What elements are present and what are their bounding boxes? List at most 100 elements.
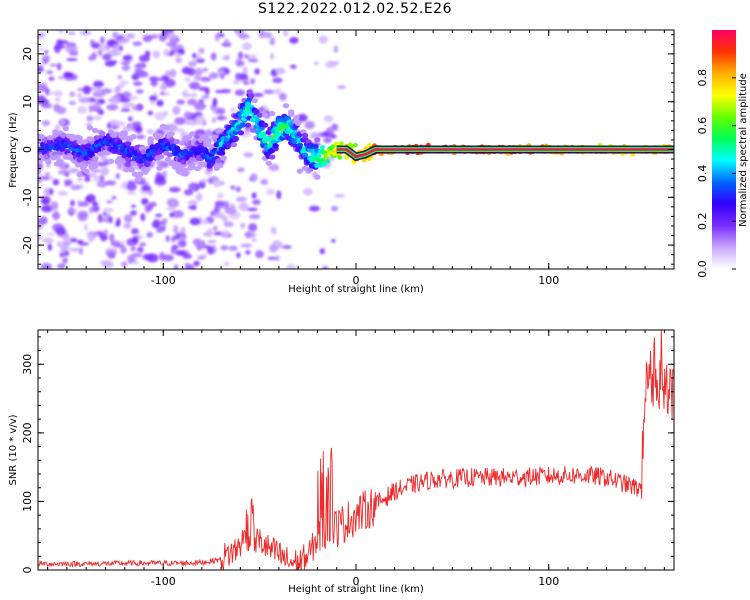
heatmap-ridge-cell [269,154,276,160]
heatmap-noise-cell [128,95,138,100]
heatmap-noise-cell [83,223,88,232]
heatmap-noise-cell [210,52,217,61]
heatmap-noise-cell [169,186,181,193]
heatmap-noise-cell [314,61,319,65]
heatmap-noise-cell [116,39,128,44]
heatmap-noise-cell [174,53,182,58]
heatmap-noise-cell [48,76,55,81]
heatmap-noise-cell [100,36,105,45]
heatmap-noise-cell [212,97,218,107]
heatmap-noise-cell [65,44,78,53]
heatmap-noise-cell [236,61,245,66]
heatmap-noise-cell [283,30,289,37]
heatmap-noise-cell [106,39,116,46]
heatmap-noise-cell [66,58,78,62]
heatmap-noise-cell [121,261,128,267]
heatmap-noise-cell [214,200,225,207]
heatmap-noise-cell [55,227,67,236]
heatmap-noise-cell [64,179,73,186]
heatmap-noise-cell [132,81,143,86]
heatmap-noise-cell [229,203,236,211]
heatmap-noise-cell [127,116,133,122]
heatmap-ridge-cell [164,156,172,163]
heatmap-noise-cell [186,67,196,76]
heatmap-noise-cell [49,63,57,67]
heatmap-noise-cell [150,80,158,87]
heatmap-noise-cell [120,246,127,254]
heatmap-ridge-cell [130,134,137,140]
heatmap-noise-cell [131,121,142,127]
heatmap-noise-cell [46,232,56,236]
heatmap-noise-cell [50,201,59,211]
heatmap-noise-cell [248,177,254,182]
heatmap-noise-cell [76,93,82,97]
heatmap-noise-cell [63,250,70,257]
heatmap-noise-cell [230,107,236,113]
heatmap-ridge-cell [288,109,295,115]
heatmap-noise-cell [302,188,313,196]
y-tick-label: 200 [21,422,34,443]
heatmap-noise-cell [275,67,286,75]
heatmap-noise-cell [148,188,154,196]
heatmap-noise-cell [140,213,146,222]
heatmap-noise-cell [88,104,93,113]
heatmap-noise-cell [251,192,257,199]
heatmap-noise-cell [40,103,53,109]
heatmap-noise-cell [278,92,287,101]
heatmap-ridge-cell [81,139,89,145]
heatmap-noise-cell [93,176,101,182]
colorbar: 0.0 0.2 0.4 0.6 0.8 Normalized spectral ampl… [696,30,749,278]
heatmap-noise-cell [152,50,160,59]
heatmap-ridge-cell [147,140,154,146]
heatmap-ridge-cell [38,158,43,164]
heatmap-noise-cell [121,64,131,71]
heatmap-ridge-cell [316,152,322,157]
heatmap-ridge-cell [119,158,127,164]
heatmap-noise-cell [217,192,224,199]
heatmap-noise-cell [178,240,187,248]
heatmap-noise-cell [175,57,183,64]
heatmap-noise-cell [153,221,165,225]
heatmap-noise-cell [326,126,339,132]
heatmap-noise-cell [331,238,336,243]
heatmap-ridge-cell [166,152,173,158]
heatmap-noise-cell [228,245,238,251]
heatmap-ridge-cell [38,133,45,140]
heatmap-noise-cell [79,30,92,36]
heatmap-noise-cell [54,98,61,102]
colorbar-label: Normalized spectral amplitude [738,73,749,227]
heatmap-noise-cell [159,91,166,96]
heatmap-noise-cell [202,67,209,72]
heatmap-noise-cell [223,221,234,228]
heatmap-ridge-cell [178,140,186,146]
heatmap-noise-cell [241,42,252,51]
heatmap-noise-cell [207,240,217,244]
heatmap-noise-cell [242,66,248,74]
heatmap-ridge-cell [249,127,257,133]
heatmap-ridge-cell [59,119,66,125]
heatmap-noise-cell [77,177,83,182]
heatmap-ridge-cell [86,125,94,131]
heatmap-ridge-cell [320,145,325,150]
heatmap-noise-cell [216,115,225,121]
heatmap-noise-cell [141,184,152,192]
heatmap-noise-cell [40,199,49,204]
heatmap-noise-cell [62,257,68,264]
heatmap-noise-cell [78,96,91,104]
heatmap-noise-cell [200,178,207,184]
heatmap-noise-cell [135,125,143,134]
heatmap-noise-cell [169,212,175,218]
heatmap-noise-cell [105,250,117,257]
heatmap-noise-cell [196,58,205,63]
heatmap-noise-cell [78,247,84,255]
heatmap-ridge-cell [321,162,327,167]
heatmap-ridge-cell [215,128,222,134]
heatmap-noise-cell [213,211,225,219]
heatmap-ridge-cell [301,152,309,158]
heatmap-noise-cell [187,98,198,106]
heatmap-noise-cell [137,246,144,253]
y-tick-label: 300 [21,354,34,375]
heatmap-noise-cell [159,83,167,91]
heatmap-noise-cell [60,163,66,169]
